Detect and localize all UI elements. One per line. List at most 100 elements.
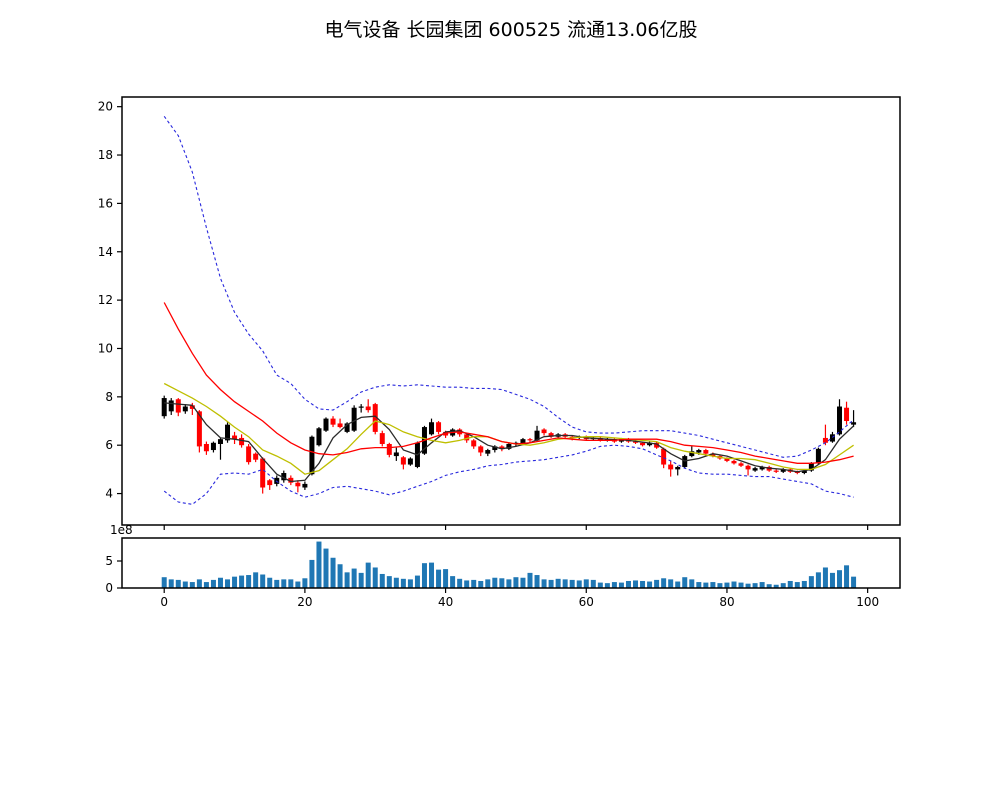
- x-tick-label: 20: [297, 595, 312, 609]
- candle: [436, 421, 442, 435]
- candle-body: [534, 430, 540, 441]
- volume-scale-label: 1e8: [110, 523, 133, 537]
- volume-bar: [309, 559, 315, 588]
- candle: [773, 469, 779, 474]
- volume-bar: [548, 579, 554, 588]
- volume-bar: [801, 580, 807, 588]
- y-tick-label: 0: [105, 581, 113, 595]
- candle-body: [801, 470, 807, 474]
- volume-bar: [520, 577, 526, 588]
- volume-bar: [576, 580, 582, 588]
- candle-body: [302, 483, 308, 488]
- candle-body: [203, 443, 209, 452]
- candle: [217, 437, 223, 460]
- candle-body: [815, 448, 821, 464]
- volume-bar: [844, 565, 850, 588]
- ma-5-line: [164, 402, 855, 483]
- candle: [175, 398, 181, 417]
- volume-bar: [611, 582, 617, 588]
- volume-bar: [330, 557, 336, 588]
- candle: [647, 441, 653, 447]
- volume-bar: [323, 548, 329, 588]
- candle: [365, 399, 371, 413]
- candle-body: [281, 473, 287, 481]
- candle: [654, 441, 660, 449]
- candle: [260, 457, 266, 494]
- volume-bar: [822, 567, 828, 588]
- volume-bar: [196, 579, 202, 588]
- volume-bar: [569, 579, 575, 588]
- candle-body: [309, 436, 315, 475]
- candle-body: [267, 480, 273, 486]
- volume-bar: [492, 577, 498, 588]
- y-tick-label: 8: [105, 390, 113, 404]
- candle: [351, 405, 357, 432]
- candle-body: [464, 434, 470, 441]
- volume-bar: [295, 581, 301, 588]
- candle: [400, 456, 406, 470]
- y-tick-label: 18: [98, 148, 113, 162]
- volume-bar: [752, 583, 758, 588]
- volume-bar: [365, 562, 371, 588]
- candle-body: [168, 400, 174, 412]
- volume-bar: [260, 574, 266, 588]
- candle-body: [745, 465, 751, 470]
- main-x-axis: [163, 525, 869, 530]
- candle-body: [182, 406, 188, 412]
- volume-bar: [759, 582, 765, 588]
- candle: [815, 447, 821, 465]
- candle-body: [344, 423, 350, 432]
- volume-bar: [436, 569, 442, 588]
- x-tick-label: 0: [160, 595, 168, 609]
- candle-body: [808, 463, 814, 471]
- volume-bar: [421, 563, 427, 588]
- volume-bar: [661, 578, 667, 588]
- candle: [745, 464, 751, 476]
- volume-bar: [633, 580, 639, 588]
- y-tick-label: 5: [105, 554, 113, 568]
- volume-bar: [253, 572, 259, 588]
- volume-bar: [175, 579, 181, 588]
- candle-body: [232, 435, 238, 440]
- volume-bar: [499, 578, 505, 588]
- volume-bar: [618, 582, 624, 588]
- candle: [379, 430, 385, 447]
- candles: [161, 395, 857, 494]
- candle: [822, 424, 828, 446]
- volume-bar: [414, 575, 420, 588]
- volume-bar: [780, 583, 786, 588]
- candle-body: [661, 448, 667, 465]
- volume-bar: [738, 582, 744, 588]
- band-lower-line: [163, 444, 854, 505]
- volume-bar: [710, 582, 716, 588]
- candle-body: [260, 458, 266, 488]
- x-tick-label: 40: [438, 595, 453, 609]
- ma-20-line: [163, 302, 854, 464]
- y-tick-label: 12: [98, 293, 113, 307]
- candle-body: [358, 406, 364, 408]
- volume-bar: [379, 573, 385, 588]
- volume-bar: [182, 581, 188, 588]
- volume-bar: [745, 583, 751, 588]
- volume-bar: [232, 576, 238, 588]
- candle-body: [323, 418, 329, 431]
- candle-body: [829, 434, 835, 442]
- candle-body: [647, 442, 653, 446]
- volume-bar: [527, 572, 533, 588]
- candle-body: [837, 406, 843, 435]
- candle: [316, 427, 322, 447]
- volume-bar: [246, 575, 252, 588]
- candle-body: [541, 429, 547, 434]
- candle: [232, 431, 238, 444]
- candle-body: [689, 451, 695, 457]
- candle: [534, 425, 540, 442]
- candle-body: [499, 446, 505, 449]
- candle-body: [288, 477, 294, 483]
- volume-bar: [562, 579, 568, 588]
- candle: [851, 410, 857, 428]
- candle-body: [773, 470, 779, 472]
- candle: [288, 475, 294, 486]
